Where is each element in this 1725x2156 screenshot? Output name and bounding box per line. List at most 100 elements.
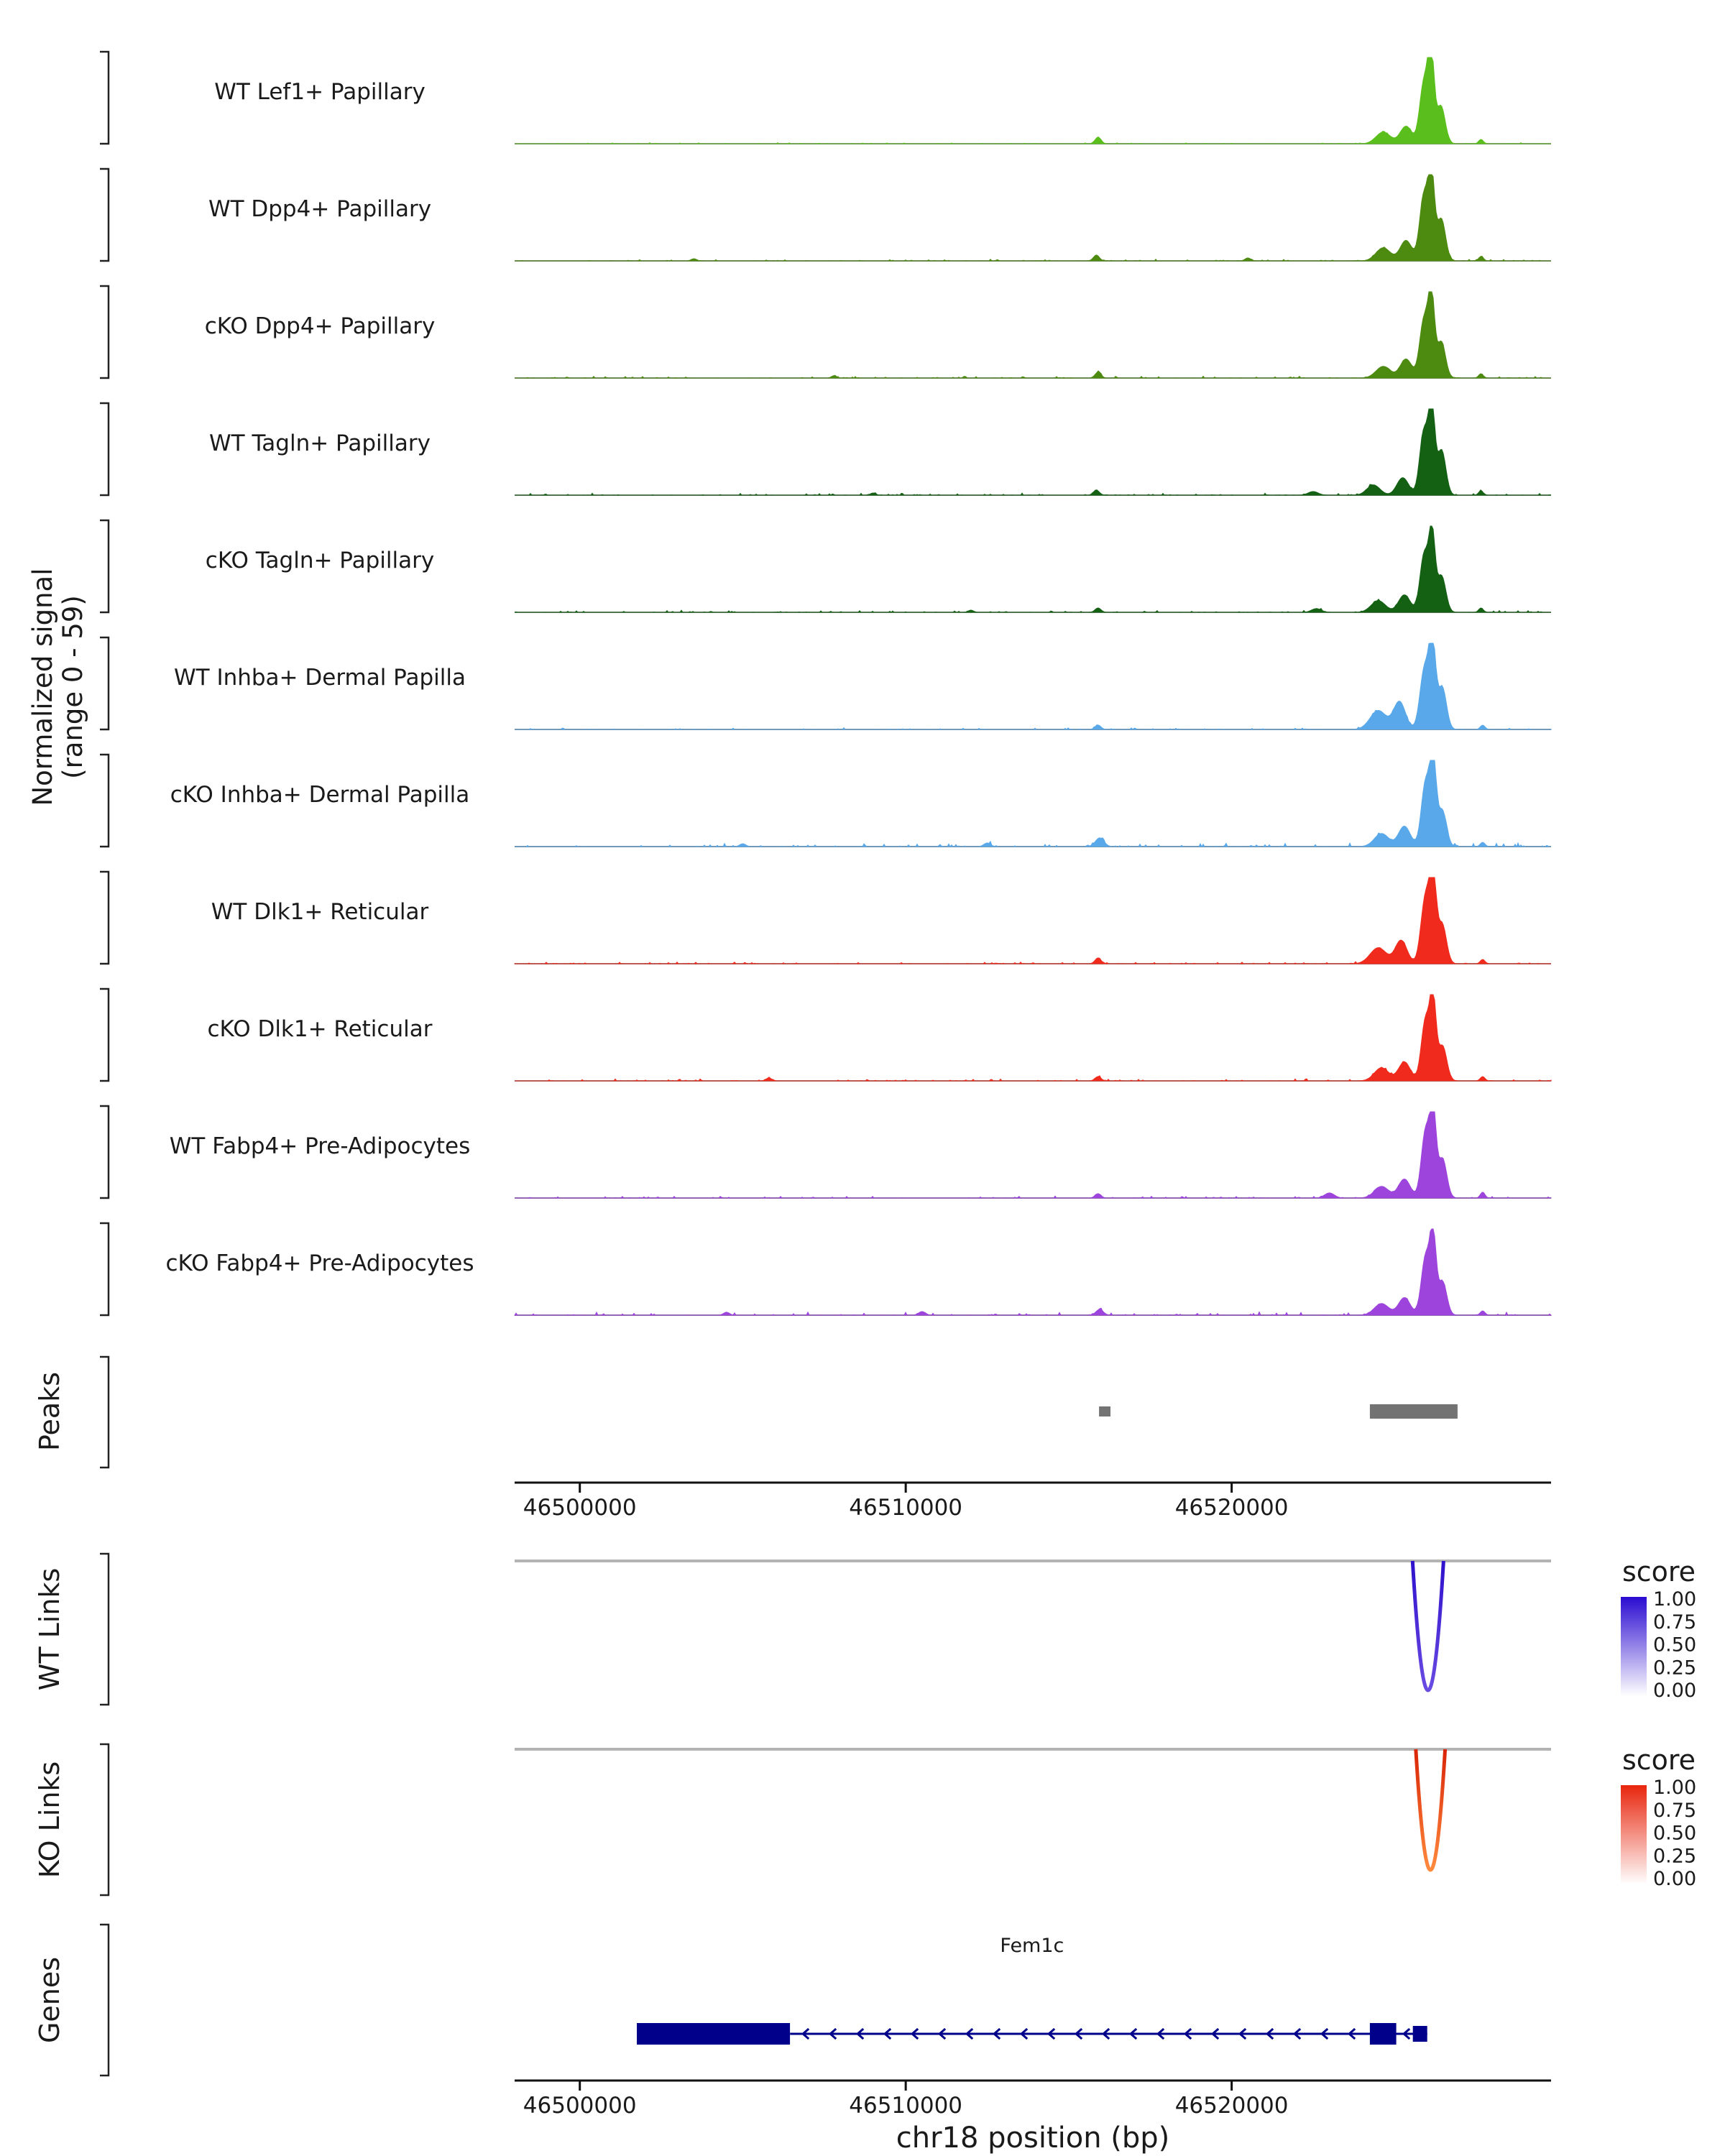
signal-area <box>515 994 1552 1082</box>
strand-arrow-left-icon <box>1238 2027 1247 2040</box>
signal-track: WT Dpp4+ Papillary <box>100 167 1551 262</box>
middle-x-axis: 46500000 46510000 46520000 <box>515 1481 1551 1521</box>
x-axis-tick-label: 46520000 <box>1175 2093 1289 2119</box>
score-legend-tick-label: 0.00 <box>1653 1680 1696 1702</box>
track-label: cKO Inhba+ Dermal Papilla <box>170 782 470 808</box>
score-legend-tick-label: 0.75 <box>1653 1800 1696 1822</box>
score-legend-tick-label: 0.25 <box>1653 1845 1696 1867</box>
peak-region <box>1099 1406 1110 1416</box>
y-axis-label-line1: Normalized signal <box>27 568 58 806</box>
signal-track: cKO Dpp4+ Papillary <box>100 285 1551 379</box>
signal-area <box>515 408 1552 496</box>
strand-arrow-left-icon <box>1402 2027 1411 2040</box>
signal-track: WT Lef1+ Papillary <box>100 50 1551 145</box>
section-axis-bracket <box>100 636 110 731</box>
strand-arrow-left-icon <box>1074 2027 1083 2040</box>
signal-track: cKO Fabp4+ Pre-Adipocytes <box>100 1222 1552 1317</box>
strand-arrow-left-icon <box>992 2027 1001 2040</box>
wt-links-section-label: WT Links <box>34 1568 65 1690</box>
section-axis-bracket <box>100 870 110 965</box>
track-label: WT Inhba+ Dermal Papilla <box>174 665 466 691</box>
track-label: cKO Tagln+ Papillary <box>206 548 434 573</box>
peak-region <box>1369 1404 1458 1419</box>
signal-area <box>515 291 1551 379</box>
ko-links-panel: 1.000.750.500.250.00 <box>100 1743 1696 1897</box>
gene-exon <box>1412 2026 1427 2042</box>
x-axis-tick-label: 46510000 <box>849 1495 962 1521</box>
strand-arrow-left-icon <box>1156 2027 1165 2040</box>
ko-links-section-label: KO Links <box>34 1761 65 1878</box>
section-axis-bracket <box>100 285 110 379</box>
section-axis-bracket <box>100 1743 110 1897</box>
signal-area <box>514 525 1551 613</box>
genes-section-label: Genes <box>34 1957 65 2043</box>
track-label: cKO Fabp4+ Pre-Adipocytes <box>166 1250 474 1276</box>
gene-exon <box>1369 2023 1397 2045</box>
x-axis-title: chr18 position (bp) <box>896 2122 1170 2155</box>
score-legend-tick-label: 1.00 <box>1653 1777 1696 1799</box>
section-axis-bracket <box>100 1552 110 1706</box>
strand-arrow-left-icon <box>883 2027 892 2040</box>
strand-arrow-left-icon <box>1128 2027 1138 2040</box>
signal-track: WT Tagln+ Papillary <box>100 402 1552 497</box>
score-legend-tick-label: 0.75 <box>1653 1611 1696 1634</box>
section-axis-bracket <box>100 1355 110 1469</box>
x-axis-tick-label: 46500000 <box>523 1495 637 1521</box>
score-legend-tick-label: 0.00 <box>1653 1868 1696 1890</box>
track-label: cKO Dlk1+ Reticular <box>208 1016 433 1042</box>
strand-arrow-left-icon <box>828 2027 837 2040</box>
section-axis-bracket <box>100 987 110 1082</box>
track-label: cKO Dpp4+ Papillary <box>205 313 436 339</box>
strand-arrow-left-icon <box>801 2027 810 2040</box>
signal-area <box>514 1228 1552 1316</box>
signal-track: cKO Tagln+ Papillary <box>100 519 1551 614</box>
strand-arrow-left-icon <box>1292 2027 1302 2040</box>
y-axis-label-line2: (range 0 - 59) <box>58 595 88 779</box>
signal-area <box>515 57 1551 144</box>
ko-score-legend-title: score <box>1622 1744 1696 1776</box>
track-label: WT Dpp4+ Papillary <box>208 196 431 222</box>
strand-arrow-left-icon <box>910 2027 919 2040</box>
link-arc <box>1410 1560 1445 1692</box>
x-axis-tick-label: 46520000 <box>1175 1495 1289 1521</box>
score-legend-tick-label: 0.25 <box>1653 1657 1696 1679</box>
strand-arrow-left-icon <box>1320 2027 1329 2040</box>
signal-track: WT Fabp4+ Pre-Adipocytes <box>100 1105 1552 1199</box>
section-axis-bracket <box>100 1222 110 1317</box>
section-axis-bracket <box>100 402 110 497</box>
strand-arrow-left-icon <box>1046 2027 1056 2040</box>
signal-track: WT Dlk1+ Reticular <box>100 870 1551 965</box>
score-legend-tick-label: 1.00 <box>1653 1588 1696 1611</box>
strand-arrow-left-icon <box>1183 2027 1192 2040</box>
section-axis-bracket <box>100 1105 110 1199</box>
section-axis-bracket <box>100 753 110 848</box>
strand-arrow-left-icon <box>1265 2027 1274 2040</box>
peaks-section-label: Peaks <box>34 1372 65 1451</box>
score-legend-gradient-bar <box>1621 1597 1647 1696</box>
section-axis-bracket <box>100 50 110 145</box>
track-label: WT Fabp4+ Pre-Adipocytes <box>170 1133 471 1159</box>
bottom-x-axis: 46500000 46510000 46520000 <box>515 2079 1551 2119</box>
strand-arrow-left-icon <box>1019 2027 1029 2040</box>
signal-track: WT Inhba+ Dermal Papilla <box>100 636 1552 731</box>
strand-arrow-left-icon <box>855 2027 865 2040</box>
strand-arrow-left-icon <box>937 2027 947 2040</box>
signal-tracks-panel: WT Lef1+ Papillary WT Dpp4+ Papillary cKO … <box>100 50 1552 1317</box>
track-label: WT Tagln+ Papillary <box>209 430 431 456</box>
x-axis-tick-label: 46500000 <box>523 2093 637 2119</box>
score-legend-tick-label: 0.50 <box>1653 1634 1696 1657</box>
signal-area <box>515 174 1551 262</box>
peaks-panel <box>100 1355 1458 1469</box>
track-label: WT Dlk1+ Reticular <box>211 899 429 925</box>
strand-arrow-left-icon <box>1347 2027 1356 2040</box>
track-label: WT Lef1+ Papillary <box>214 79 426 105</box>
score-legend-tick-label: 0.50 <box>1653 1823 1696 1845</box>
section-axis-bracket <box>100 1923 110 2077</box>
gene-name-label: Fem1c <box>1000 1935 1064 1957</box>
link-arc <box>1414 1749 1448 1872</box>
score-legend-gradient-bar <box>1621 1785 1647 1884</box>
strand-arrow-left-icon <box>1101 2027 1110 2040</box>
genes-panel: Fem1c <box>100 1923 1427 2077</box>
